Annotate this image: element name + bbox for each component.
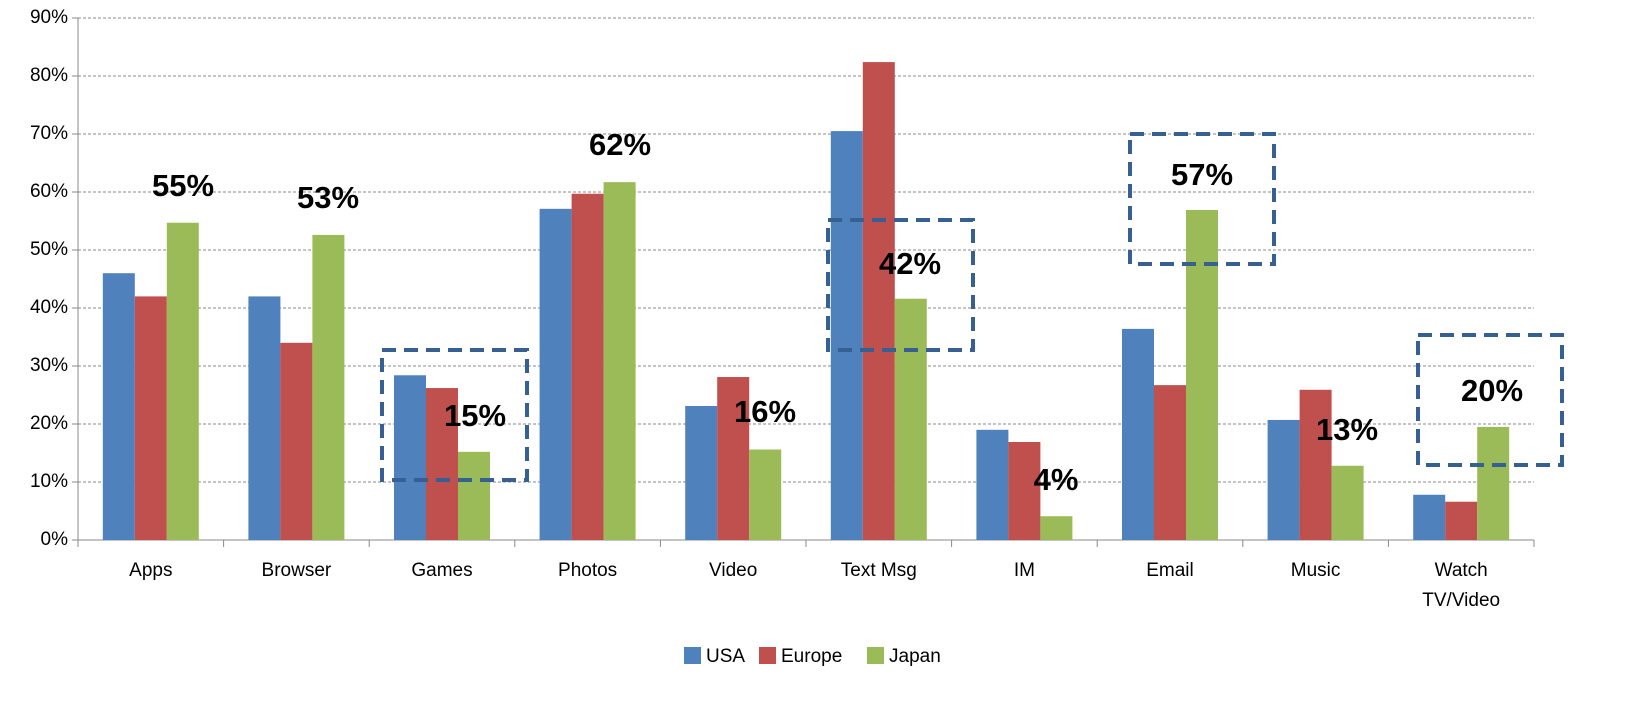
y-tick-label: 70% xyxy=(30,123,68,144)
y-tick-label: 50% xyxy=(30,239,68,260)
bar xyxy=(1299,389,1332,540)
highlight-box xyxy=(1128,132,1276,266)
y-tick-label: 30% xyxy=(30,355,68,376)
bar xyxy=(603,182,636,540)
x-tick-label: Text Msg xyxy=(840,560,917,581)
x-tick-label: Video xyxy=(709,560,758,581)
bar xyxy=(1040,516,1073,540)
data-label: 62% xyxy=(589,127,651,162)
y-tick-label: 90% xyxy=(30,7,68,28)
bar xyxy=(1413,494,1446,540)
data-label: 13% xyxy=(1316,412,1378,447)
data-label: 42% xyxy=(879,246,941,281)
x-tick-label: Watch TV/Video xyxy=(1422,560,1501,611)
data-label: 16% xyxy=(734,394,796,429)
x-tick-label: Apps xyxy=(129,560,173,581)
legend-label: USA xyxy=(706,646,745,667)
highlight-box xyxy=(826,218,975,352)
x-tick-label: Games xyxy=(411,560,473,581)
y-tick-label: 80% xyxy=(30,65,68,86)
highlight-box xyxy=(380,348,529,482)
bar xyxy=(134,296,167,540)
bar xyxy=(1008,441,1041,540)
legend-label: Japan xyxy=(889,646,941,667)
data-label: 20% xyxy=(1461,373,1523,408)
bar xyxy=(280,342,313,540)
y-tick-label: 60% xyxy=(30,181,68,202)
legend-swatch xyxy=(867,647,884,664)
legend-swatch xyxy=(684,647,701,664)
x-tick-label: Music xyxy=(1290,560,1341,581)
data-label: 15% xyxy=(444,398,506,433)
bar xyxy=(1122,328,1154,540)
bar xyxy=(685,406,718,540)
x-tick-label: IM xyxy=(1013,560,1035,581)
y-tick-label: 10% xyxy=(30,471,68,492)
x-tick-label: Email xyxy=(1146,560,1194,581)
data-label: 4% xyxy=(1034,462,1079,497)
x-tick-label: Photos xyxy=(558,560,618,581)
bar xyxy=(1477,426,1510,540)
bar xyxy=(749,449,782,540)
bar xyxy=(571,193,604,541)
bar xyxy=(1445,501,1478,540)
bar xyxy=(312,234,345,541)
bar xyxy=(458,451,490,540)
bar xyxy=(539,208,572,540)
bar xyxy=(894,298,927,540)
highlight-box xyxy=(1416,333,1564,467)
bar xyxy=(1154,385,1186,540)
bar xyxy=(1267,419,1300,540)
bar xyxy=(394,375,426,540)
legend-label: Europe xyxy=(781,646,842,667)
bar xyxy=(248,296,281,540)
data-label: 55% xyxy=(152,168,214,203)
bar xyxy=(976,429,1009,540)
bar xyxy=(166,222,199,541)
data-label: 53% xyxy=(297,180,359,215)
bar xyxy=(1186,209,1218,541)
x-tick-label: Browser xyxy=(261,560,332,581)
bar xyxy=(426,388,458,540)
bar xyxy=(717,377,750,540)
legend-swatch xyxy=(759,647,776,664)
data-label: 57% xyxy=(1171,157,1233,192)
bar xyxy=(102,273,135,540)
y-tick-label: 20% xyxy=(30,413,68,434)
highlight-boxes xyxy=(380,132,1564,482)
bar xyxy=(862,62,895,541)
bar xyxy=(830,131,863,540)
y-tick-label: 40% xyxy=(30,297,68,318)
y-tick-label: 0% xyxy=(41,529,69,550)
bar xyxy=(1331,465,1364,540)
